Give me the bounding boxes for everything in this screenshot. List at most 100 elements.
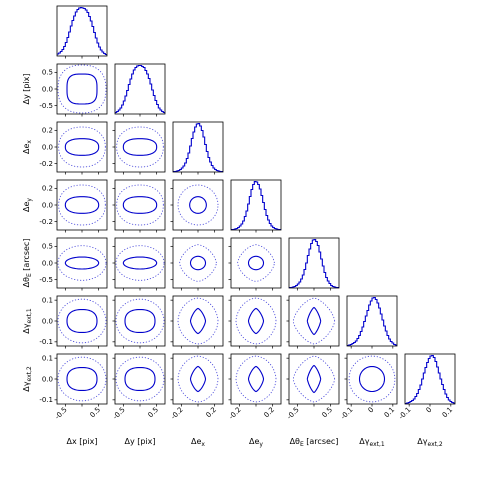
panel-dgext2-vs-dgext1 <box>344 353 398 407</box>
x-tick-label: 0.1 <box>441 406 455 420</box>
y-tick-label: 0.5 <box>42 243 53 251</box>
panel-frame <box>114 179 166 231</box>
panel-dey-vs-dy <box>112 179 166 233</box>
y-tick-label: 0.0 <box>42 375 53 383</box>
contour-outer <box>177 184 219 226</box>
panel-dey-vs-dx <box>54 179 108 233</box>
contour-inner <box>124 308 156 334</box>
panel-dx-vs-dx <box>56 5 108 59</box>
y-axis-label-dy: Δy [pix] <box>22 73 31 104</box>
panel-dgext1-vs-dx <box>54 295 108 349</box>
contour-outer <box>116 184 164 226</box>
panel-dy-vs-dy <box>114 63 166 117</box>
x-tick-label: 0.5 <box>89 406 103 420</box>
y-tick-label: 0.1 <box>42 297 53 305</box>
contour-outer <box>57 64 107 114</box>
contour-inner <box>66 73 98 105</box>
y-tick-label: -0.1 <box>39 338 53 346</box>
panel-frame <box>230 237 282 289</box>
histogram-dthetaE <box>289 238 339 288</box>
y-tick-label: 0.2 <box>42 185 53 193</box>
panel-dthetaE-vs-dthetaE <box>288 237 340 291</box>
contour-inner <box>122 256 158 270</box>
panel-dgext2-vs-dgext2 <box>404 353 456 407</box>
panel-frame <box>114 353 166 405</box>
x-tick-label: -0.5 <box>111 406 126 421</box>
x-tick-label: 0.2 <box>205 406 219 420</box>
panel-dthetaE-vs-dex <box>170 237 224 291</box>
contour-inner <box>64 256 100 270</box>
x-axis-label-dx: Δx [pix] <box>66 437 97 446</box>
panel-dgext2-vs-dthetaE <box>286 353 340 407</box>
x-tick-label: -0.2 <box>227 406 242 421</box>
contour-outer <box>235 355 277 403</box>
y-tick-label: 0.5 <box>42 69 53 77</box>
panel-frame <box>56 5 108 57</box>
panel-dgext2-vs-dx <box>54 353 108 407</box>
x-axis-label-dgext2: Δγext,2 <box>417 437 443 448</box>
y-tick-label: 0.1 <box>42 355 53 363</box>
panel-dgext1-vs-dex <box>170 295 224 349</box>
contour-outer <box>58 184 106 226</box>
contour-inner <box>358 365 386 393</box>
contour-outer <box>115 356 165 402</box>
histogram-dgext2 <box>405 354 455 404</box>
x-tick-label: 0.5 <box>147 406 161 420</box>
contour-outer <box>57 356 107 402</box>
x-tick-label: 0.2 <box>263 406 277 420</box>
contour-inner <box>66 366 98 392</box>
panel-dex-vs-dx <box>54 121 108 175</box>
contour-inner <box>64 138 100 156</box>
contour-inner <box>189 307 207 335</box>
panel-frame <box>288 353 340 405</box>
x-axis-label-dex: Δex <box>191 437 205 448</box>
y-tick-label: 0.0 <box>42 317 53 325</box>
x-tick-label: 0.5 <box>321 406 335 420</box>
x-tick-label: -0.1 <box>339 406 354 421</box>
panel-dey-vs-dex <box>170 179 224 233</box>
panel-frame <box>404 353 456 405</box>
panel-frame <box>114 295 166 347</box>
y-tick-label: -0.2 <box>39 160 53 168</box>
contour-inner <box>247 307 265 335</box>
y-axis-label-dgext1: Δγext,1 <box>22 308 33 334</box>
y-tick-label: -0.5 <box>39 276 53 284</box>
contour-inner <box>64 196 100 214</box>
panel-frame <box>172 237 224 289</box>
panel-frame <box>56 63 108 115</box>
histogram-dgext1 <box>347 296 397 346</box>
contour-outer <box>292 297 336 345</box>
panel-frame <box>56 179 108 231</box>
x-tick-label: 0.1 <box>383 406 397 420</box>
histogram-dx <box>57 6 107 56</box>
y-tick-label: 0.0 <box>42 143 53 151</box>
panel-frame <box>230 295 282 347</box>
panel-dgext2-vs-dex <box>170 353 224 407</box>
x-tick-label: -0.5 <box>285 406 300 421</box>
x-tick-label: 0 <box>425 406 434 415</box>
contour-inner <box>124 366 156 392</box>
x-tick-label: -0.2 <box>169 406 184 421</box>
y-tick-label: -0.5 <box>39 102 53 110</box>
contour-inner <box>189 196 207 214</box>
contour-inner <box>189 365 207 393</box>
panel-dgext1-vs-dgext1 <box>346 295 398 349</box>
contour-outer <box>235 297 277 345</box>
y-axis-label-dex: Δex <box>22 140 33 154</box>
panel-dgext1-vs-dthetaE <box>286 295 340 349</box>
panel-dgext1-vs-dey <box>228 295 282 349</box>
panel-frame <box>56 353 108 405</box>
y-axis-label-dthetaE: ΔθE [arcsec] <box>22 239 33 288</box>
contour-outer <box>348 355 396 403</box>
panel-frame <box>172 179 224 231</box>
panel-dgext2-vs-dey <box>228 353 282 407</box>
contour-outer <box>179 244 217 282</box>
panel-dex-vs-dy <box>112 121 166 175</box>
contour-outer <box>116 126 164 168</box>
contour-outer <box>177 297 219 345</box>
contour-outer <box>115 298 165 344</box>
panel-dgext1-vs-dy <box>112 295 166 349</box>
contour-inner <box>306 364 322 394</box>
panel-frame <box>56 121 108 173</box>
